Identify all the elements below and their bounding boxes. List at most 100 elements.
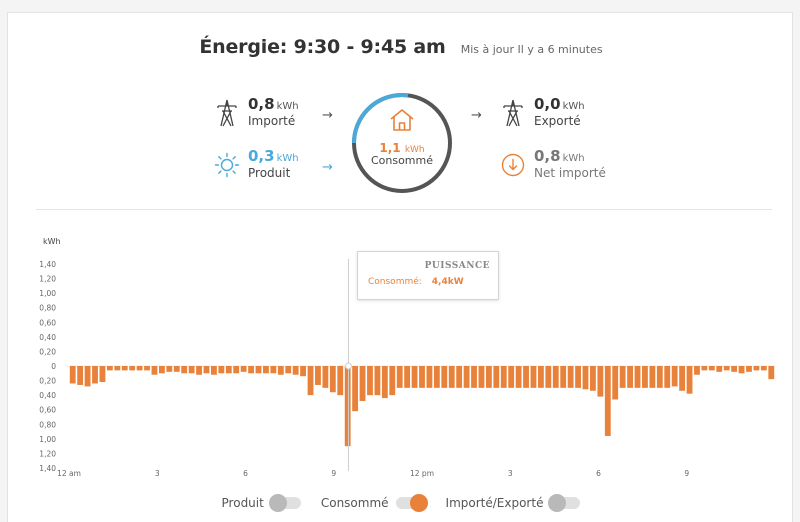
produced-label: Produit [248,166,291,180]
y-tick-label: 1,40 [39,260,56,269]
toggle-importe-exporte[interactable] [548,494,581,512]
down-arrow-circle-icon [500,151,526,179]
bar [77,366,84,385]
toggle-knob [548,494,567,512]
toggle-produit[interactable] [268,494,301,512]
bar [642,366,648,388]
toggle-consomme[interactable] [395,494,428,512]
y-tick-label: 1,20 [39,275,56,284]
bar [69,366,76,384]
exported-value: 0,0 [534,95,561,113]
bar [537,366,544,388]
exported-arrow-icon: → [471,108,482,123]
bar [731,366,738,372]
bar [478,366,485,388]
y-tick-label: 0,80 [39,304,56,313]
produced-unit: kWh [276,153,299,164]
x-tick-label: 12 am [57,469,81,478]
bar [753,366,760,371]
bar [277,366,284,375]
y-tick-label: 1,20 [39,449,56,458]
energy-bar-chart[interactable]: kWh 1,40 1,20 1,00 0,80 0,60 0,40 0,20 0 0,20 0,4… [8,221,794,483]
imported-value: 0,8 [248,95,275,113]
bar [738,366,745,374]
bar [233,366,240,374]
bar [760,366,767,371]
bar [768,366,775,380]
bar [441,366,448,388]
bar [181,366,188,374]
bar [263,366,269,374]
sun-icon [214,151,240,179]
bar [129,366,136,371]
bar [218,366,225,374]
bar [322,366,329,388]
imported-arrow-icon: → [322,108,333,123]
bar [270,366,277,374]
bar [604,366,611,436]
bar [523,366,529,388]
bar [634,366,641,388]
bar [627,366,633,388]
exported-label: Exporté [534,114,581,128]
bar [708,366,715,371]
bar [552,366,559,388]
y-tick-label: 0,40 [39,391,56,400]
bar [530,366,537,388]
toggle-knob [409,494,428,512]
imported-label: Importé [248,114,296,128]
y-tick-label: 0,20 [39,377,56,386]
page-title: Énergie: 9:30 - 9:45 am [199,36,446,58]
bar [716,366,723,372]
bar [515,366,522,388]
tooltip-title: PUISSANCE [424,261,490,271]
bar [575,366,581,388]
exported-metric: 0,0 kWh Exporté [500,97,585,128]
bar [545,366,552,388]
y-tick-label: 1,00 [39,435,56,444]
bar [448,366,455,388]
bar [248,366,254,374]
bar [158,366,165,374]
x-tick-label: 9 [684,469,689,478]
bar [582,366,589,390]
legend: Produit Consommé Importé/Exporté [8,494,794,512]
bar [211,366,217,375]
legend-label-importe-exporte: Importé/Exporté [445,496,544,510]
y-axis-unit: kWh [43,237,61,246]
consumption-ring [352,93,452,193]
bar [560,366,567,388]
y-tick-label: 1,40 [39,464,56,473]
bar [367,366,373,396]
tooltip-label: Consommé: [368,277,422,287]
legend-produit: Produit [222,494,301,512]
bar [567,366,574,388]
y-tick-label: 0,40 [39,333,56,342]
net-imported-metric: 0,8 kWh Net importé [500,149,606,180]
imported-metric: 0,8 kWh Importé [214,97,299,128]
bar [471,366,477,388]
bar [463,366,470,388]
consumed-center: 1,1 kWh Consommé [350,91,454,195]
bar [746,366,752,372]
bar [396,366,403,388]
bar [612,366,619,400]
tooltip-value: 4,4kW [431,277,464,287]
bar [315,366,321,385]
bar [166,366,173,372]
bar [374,366,381,396]
bar [352,366,359,412]
bar [671,366,678,387]
y-tick-label: 1,00 [39,289,56,298]
legend-consomme: Consommé [321,494,428,512]
bar [456,366,463,388]
bar [121,366,128,371]
selection-cursor[interactable] [344,259,352,471]
bar [656,366,663,388]
bar [92,366,98,384]
bar [664,366,671,388]
x-tick-label: 6 [596,469,601,478]
tooltip-row: Consommé: 4,4kW [368,277,464,287]
bar [240,366,247,372]
energy-card: Énergie: 9:30 - 9:45 am Mis à jour Il y … [7,12,793,522]
